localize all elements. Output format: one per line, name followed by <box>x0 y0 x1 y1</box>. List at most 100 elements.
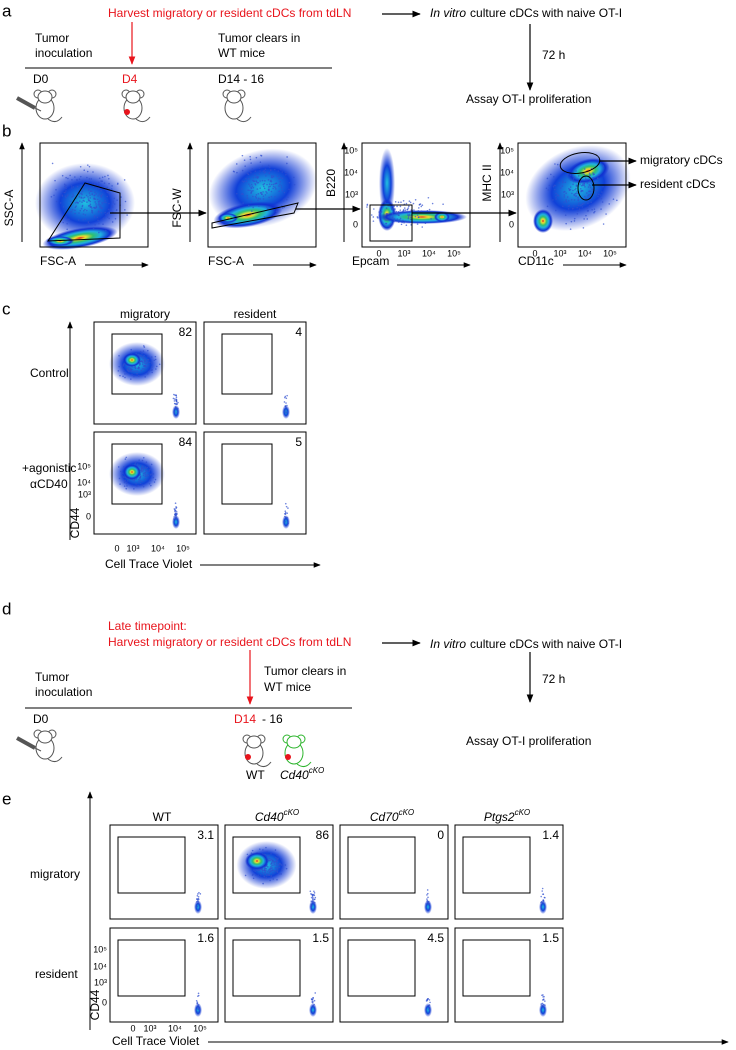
event-dot <box>106 186 109 189</box>
event-dot <box>583 184 586 187</box>
event-dot <box>589 174 591 176</box>
event-dot <box>84 214 87 216</box>
event-dot <box>312 1000 314 1003</box>
event-dot <box>398 218 401 221</box>
tick-label: 0 <box>130 1023 135 1033</box>
event-dot <box>152 473 155 475</box>
harvest-text: Harvest migratory or resident cDCs from … <box>108 6 351 20</box>
event-dot <box>269 869 272 872</box>
event-dot <box>126 214 128 216</box>
tick-label: 10³ <box>397 248 410 258</box>
event-dot <box>98 193 101 196</box>
event-dot <box>390 207 393 210</box>
event-dot <box>284 520 287 523</box>
event-dot <box>286 404 288 407</box>
event-dot <box>582 172 584 175</box>
event-dot <box>197 995 199 997</box>
event-dot <box>125 487 128 490</box>
event-dot <box>594 190 597 192</box>
event-dot <box>280 185 283 187</box>
event-dot <box>541 890 544 892</box>
event-dot <box>272 185 275 188</box>
event-dot <box>144 376 146 378</box>
event-dot <box>418 207 420 209</box>
axis-label: CD44 <box>88 989 102 1020</box>
event-dot <box>112 200 115 203</box>
label: D4 <box>122 72 138 86</box>
event-dot <box>251 849 254 852</box>
event-dot <box>588 204 591 207</box>
event-dot <box>593 210 596 213</box>
event-dot <box>256 182 259 184</box>
event-dot <box>575 192 578 194</box>
event-dot <box>176 524 178 526</box>
event-dot <box>84 218 87 220</box>
label: 72 h <box>542 48 565 62</box>
event-dot <box>281 177 284 180</box>
event-dot <box>50 195 53 198</box>
gene: Cd40 <box>280 768 309 782</box>
event-dot <box>258 205 260 207</box>
event-dot <box>101 185 104 188</box>
event-dot <box>120 196 122 198</box>
event-dot <box>407 207 410 209</box>
event-dot <box>396 218 399 221</box>
event-dot <box>284 864 287 866</box>
event-dot <box>387 216 390 218</box>
event-dot <box>122 476 125 479</box>
event-dot <box>314 992 317 994</box>
event-dot <box>143 357 146 359</box>
event-dot <box>542 1006 545 1008</box>
event-dot <box>118 477 121 480</box>
event-dot <box>126 485 128 487</box>
event-dot <box>366 206 368 208</box>
event-dot <box>409 216 412 219</box>
density <box>424 1003 432 1017</box>
event-dot <box>142 485 145 488</box>
event-dot <box>313 892 316 894</box>
event-dot <box>563 201 565 203</box>
event-dot <box>251 210 253 213</box>
event-dot <box>152 476 155 479</box>
event-dot <box>250 162 252 164</box>
event-dot <box>594 181 596 183</box>
tick-label: 0 <box>86 511 91 521</box>
event-dot <box>116 199 118 201</box>
event-dot <box>123 485 126 487</box>
event-dot <box>406 208 409 211</box>
plot-frame <box>93 431 197 535</box>
label: Tumor clears in <box>264 664 346 678</box>
event-dot <box>397 212 400 215</box>
event-dot <box>95 193 97 195</box>
event-dot <box>566 175 569 177</box>
event-dot <box>142 345 145 347</box>
event-dot <box>588 172 591 174</box>
event-dot <box>79 175 82 178</box>
event-dot <box>139 350 142 353</box>
event-dot <box>270 865 273 867</box>
event-dot <box>123 179 126 181</box>
event-dot <box>285 198 288 201</box>
event-dot <box>379 211 381 213</box>
event-dot <box>421 226 424 228</box>
genotype-label: Cd70cKO <box>370 808 414 824</box>
event-dot <box>130 348 133 351</box>
event-dot <box>310 893 313 896</box>
event-dot <box>123 370 126 373</box>
event-dot <box>313 908 316 911</box>
event-dot <box>136 485 138 488</box>
event-dot <box>87 188 90 190</box>
event-dot <box>94 224 96 226</box>
event-dot <box>269 169 272 172</box>
plot-frame <box>93 321 197 425</box>
event-dot <box>107 208 110 211</box>
gate-percentage: 1.4 <box>542 828 559 842</box>
event-dot <box>274 849 277 851</box>
event-dot <box>576 210 579 212</box>
event-dot <box>279 169 282 171</box>
tick-label: 0 <box>376 248 381 258</box>
event-dot <box>241 154 244 157</box>
event-dot <box>427 196 430 199</box>
event-dot <box>175 396 178 398</box>
tick-label: 10⁵ <box>193 1023 207 1033</box>
